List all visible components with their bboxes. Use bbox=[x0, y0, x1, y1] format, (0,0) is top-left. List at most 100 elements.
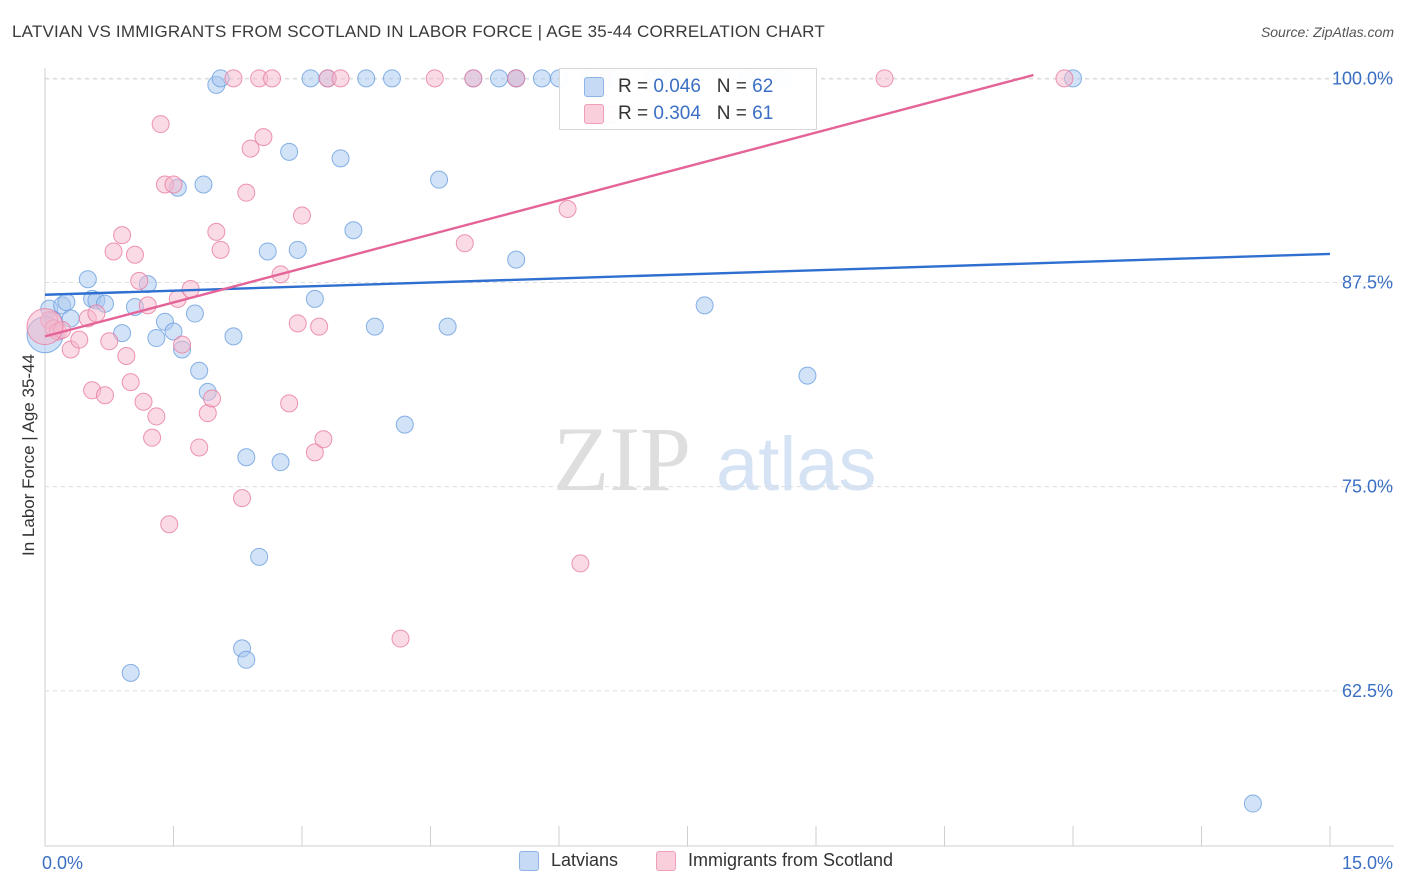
data-point bbox=[164, 175, 183, 194]
legend-r-value: 0.046 bbox=[653, 76, 701, 97]
data-point bbox=[571, 554, 590, 573]
data-point bbox=[117, 347, 136, 365]
series-immigrants-from-scotland bbox=[26, 69, 1074, 648]
data-point bbox=[344, 221, 363, 240]
data-point bbox=[125, 245, 144, 264]
legend-swatch-latvians bbox=[519, 850, 539, 871]
data-point bbox=[798, 366, 817, 385]
data-point bbox=[237, 183, 256, 202]
data-point bbox=[130, 271, 149, 290]
legend-n-label: N = bbox=[716, 103, 753, 124]
data-point bbox=[78, 270, 97, 289]
data-point bbox=[151, 115, 170, 134]
data-point bbox=[288, 240, 307, 259]
data-point bbox=[1055, 69, 1074, 88]
data-point bbox=[100, 332, 119, 351]
series-legend: Latvians Immigrants from Scotland bbox=[0, 850, 1406, 878]
data-point bbox=[532, 69, 551, 88]
source-label: Source: ZipAtlas.com bbox=[1260, 24, 1394, 40]
data-point bbox=[271, 453, 290, 472]
data-point bbox=[147, 329, 166, 348]
data-point bbox=[331, 69, 350, 88]
data-point bbox=[507, 69, 526, 88]
data-point bbox=[190, 438, 209, 457]
legend-n-label: N = bbox=[716, 76, 753, 97]
data-point bbox=[104, 242, 123, 261]
data-point bbox=[455, 234, 474, 253]
data-point bbox=[121, 663, 140, 682]
legend-r-label: R = bbox=[618, 103, 654, 124]
data-point bbox=[293, 206, 311, 225]
chart-title: LATVIAN VS IMMIGRANTS FROM SCOTLAND IN L… bbox=[12, 22, 825, 41]
y-tick-label: 62.5% bbox=[1342, 681, 1393, 701]
data-point bbox=[95, 386, 114, 405]
legend-n-value: 61 bbox=[752, 103, 774, 124]
data-point bbox=[224, 327, 243, 346]
data-point bbox=[507, 250, 526, 269]
data-point bbox=[558, 200, 577, 218]
legend-r-label: R = bbox=[618, 76, 654, 97]
data-point bbox=[288, 314, 307, 333]
x-tick-label: 0.0% bbox=[42, 853, 83, 873]
data-point bbox=[305, 443, 324, 462]
data-point bbox=[241, 139, 260, 158]
data-point bbox=[224, 69, 243, 88]
y-tick-label: 75.0% bbox=[1342, 477, 1393, 497]
data-point bbox=[365, 317, 384, 336]
data-point bbox=[203, 389, 222, 408]
data-point bbox=[263, 69, 282, 88]
data-point bbox=[391, 629, 410, 648]
data-point bbox=[160, 515, 179, 534]
legend-swatch-scotland bbox=[656, 850, 676, 871]
data-point bbox=[280, 142, 299, 161]
legend-label-latvians: Latvians bbox=[551, 850, 619, 870]
data-point bbox=[1243, 794, 1262, 813]
watermark-zip: ZIP bbox=[553, 408, 691, 510]
data-point bbox=[113, 226, 132, 245]
data-point bbox=[490, 69, 509, 88]
data-point bbox=[314, 430, 333, 449]
data-point bbox=[438, 317, 457, 336]
y-tick-label: 87.5% bbox=[1342, 273, 1393, 293]
data-point bbox=[87, 304, 106, 323]
data-point bbox=[237, 448, 256, 467]
legend-swatch-latvians bbox=[584, 77, 604, 97]
legend-r-value: 0.304 bbox=[653, 103, 701, 124]
data-point bbox=[121, 373, 140, 392]
data-point bbox=[185, 304, 204, 323]
data-point bbox=[143, 428, 162, 447]
legend-label-scotland: Immigrants from Scotland bbox=[688, 850, 894, 870]
data-point bbox=[305, 289, 324, 308]
data-point bbox=[194, 175, 213, 194]
watermark: ZIP atlas bbox=[553, 408, 877, 510]
data-point bbox=[695, 296, 714, 315]
data-point bbox=[258, 242, 277, 261]
y-tick-label: 100.0% bbox=[1332, 68, 1393, 88]
data-point bbox=[211, 240, 230, 259]
data-point bbox=[233, 489, 252, 508]
data-point bbox=[331, 149, 350, 168]
legend-item-latvians: Latvians bbox=[519, 850, 618, 871]
data-point bbox=[57, 293, 76, 312]
data-point bbox=[26, 308, 64, 346]
data-point bbox=[113, 324, 132, 343]
trend-line bbox=[44, 252, 1331, 296]
data-point bbox=[357, 69, 376, 88]
data-point bbox=[173, 335, 192, 354]
data-point bbox=[425, 69, 444, 88]
data-point bbox=[254, 128, 273, 147]
data-point bbox=[395, 415, 414, 434]
data-point bbox=[301, 69, 320, 88]
data-point bbox=[164, 322, 183, 341]
correlation-legend: R = 0.046 N = 62 R = 0.304 N = 61 bbox=[559, 68, 817, 130]
legend-item-scotland: Immigrants from Scotland bbox=[656, 850, 893, 871]
x-tick-label: 15.0% bbox=[1342, 853, 1393, 873]
data-point bbox=[310, 317, 329, 336]
legend-n-value: 62 bbox=[752, 76, 774, 97]
data-point bbox=[875, 69, 894, 88]
data-point bbox=[147, 407, 166, 426]
data-point bbox=[250, 547, 269, 566]
data-point bbox=[280, 394, 299, 413]
data-point bbox=[464, 69, 483, 88]
